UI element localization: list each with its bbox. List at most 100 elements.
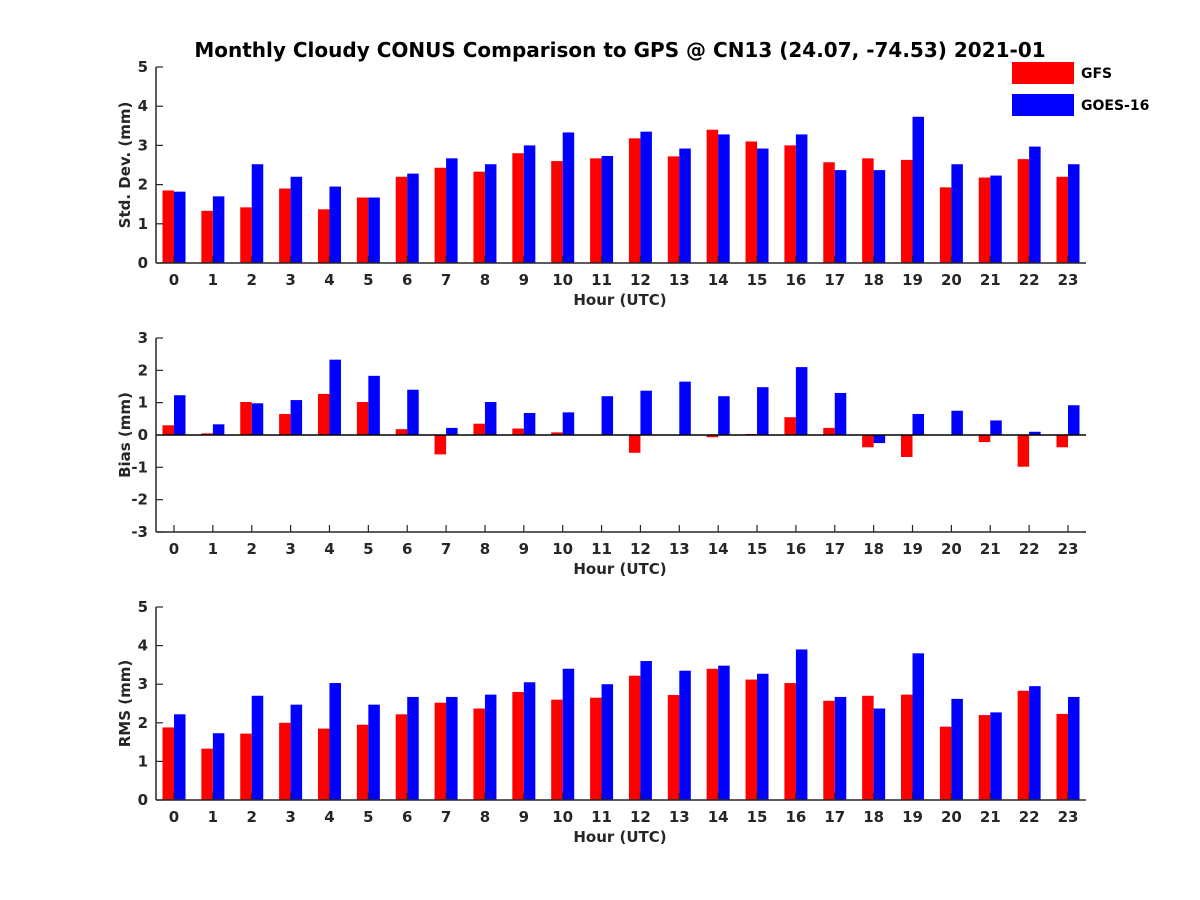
bar-goes-16-22 <box>1029 686 1041 800</box>
bar-gfs-23 <box>1056 176 1068 263</box>
x-tick-label: 13 <box>669 540 690 558</box>
bar-gfs-12 <box>628 675 641 800</box>
bar-goes-16-20 <box>951 698 963 800</box>
x-tick-label: 16 <box>785 808 806 826</box>
bar-gfs-5 <box>356 402 369 435</box>
bar-gfs-10 <box>551 432 563 435</box>
bar-gfs-18 <box>862 158 874 263</box>
bar-gfs-12 <box>628 435 641 453</box>
x-tick-label: 6 <box>402 271 412 289</box>
y-tick-label: 4 <box>138 97 148 115</box>
x-tick-label: 7 <box>441 540 451 558</box>
bar-gfs-16 <box>784 417 796 435</box>
x-tick-label: 3 <box>285 808 295 826</box>
bar-goes-16-10 <box>562 668 575 800</box>
x-tick-label: 12 <box>630 808 651 826</box>
bar-gfs-22 <box>1017 159 1030 263</box>
bar-goes-16-8 <box>484 402 497 435</box>
bar-goes-16-16 <box>795 134 808 263</box>
x-tick-label: 4 <box>324 540 334 558</box>
x-tick-label: 18 <box>863 271 884 289</box>
bar-goes-16-11 <box>601 684 614 800</box>
x-axis-label: Hour (UTC) <box>573 828 666 846</box>
x-tick-label: 18 <box>863 540 884 558</box>
bar-goes-16-1 <box>212 196 225 263</box>
bar-gfs-3 <box>279 188 291 263</box>
x-tick-label: 20 <box>941 808 962 826</box>
x-tick-label: 12 <box>630 540 651 558</box>
bar-gfs-11 <box>590 697 602 800</box>
bar-goes-16-4 <box>329 359 341 435</box>
bar-goes-16-18 <box>873 170 886 263</box>
bar-goes-16-20 <box>951 164 963 263</box>
bar-gfs-14 <box>706 668 719 800</box>
bar-gfs-0 <box>162 425 174 435</box>
x-tick-label: 15 <box>747 271 768 289</box>
bar-goes-16-0 <box>174 191 186 263</box>
bar-goes-16-16 <box>795 367 808 435</box>
x-tick-label: 19 <box>902 808 923 826</box>
bar-gfs-1 <box>201 748 213 800</box>
y-tick-label: 0 <box>138 254 148 272</box>
bar-gfs-13 <box>667 695 680 800</box>
x-tick-label: 10 <box>552 808 573 826</box>
bar-goes-16-11 <box>601 396 614 435</box>
bar-goes-16-15 <box>757 148 769 263</box>
bar-goes-16-14 <box>718 134 730 263</box>
bar-goes-16-9 <box>523 413 536 435</box>
bar-goes-16-6 <box>407 696 419 800</box>
bar-goes-16-17 <box>834 170 847 263</box>
bar-gfs-15 <box>745 679 758 800</box>
bar-gfs-16 <box>784 683 796 800</box>
x-tick-label: 10 <box>552 271 573 289</box>
legend-label-gfs: GFS <box>1081 66 1112 82</box>
x-tick-label: 5 <box>363 271 373 289</box>
x-tick-label: 9 <box>519 808 529 826</box>
x-tick-label: 3 <box>285 540 295 558</box>
x-tick-label: 8 <box>480 540 490 558</box>
bar-goes-16-1 <box>212 733 225 800</box>
bar-gfs-19 <box>901 159 913 263</box>
x-tick-label: 2 <box>247 540 257 558</box>
bar-goes-16-13 <box>679 670 691 800</box>
x-tick-label: 17 <box>824 808 845 826</box>
bar-goes-16-13 <box>679 148 691 263</box>
bar-gfs-17 <box>823 162 835 263</box>
x-tick-label: 9 <box>519 540 529 558</box>
y-axis-label: Std. Dev. (mm) <box>116 102 134 229</box>
y-tick-label: 3 <box>138 136 148 154</box>
x-tick-label: 17 <box>824 540 845 558</box>
bar-gfs-2 <box>240 733 252 800</box>
bar-gfs-3 <box>279 722 291 800</box>
y-tick-label: -2 <box>131 491 148 509</box>
bar-goes-16-14 <box>718 396 730 435</box>
y-tick-label: 1 <box>138 215 148 233</box>
bar-gfs-23 <box>1056 713 1068 800</box>
bar-goes-16-23 <box>1068 164 1080 263</box>
bar-goes-16-17 <box>834 696 847 800</box>
bar-gfs-4 <box>317 728 330 800</box>
bar-gfs-10 <box>551 161 563 263</box>
x-tick-label: 2 <box>247 271 257 289</box>
bar-goes-16-5 <box>368 375 380 435</box>
bar-goes-16-2 <box>251 164 264 263</box>
legend-swatch-gfs <box>1012 62 1074 84</box>
bar-goes-16-19 <box>912 413 925 435</box>
x-tick-label: 19 <box>902 540 923 558</box>
bars <box>162 359 1080 467</box>
bar-gfs-15 <box>745 141 758 263</box>
bar-goes-16-8 <box>484 164 497 263</box>
y-tick-label: 1 <box>138 394 148 412</box>
bar-gfs-9 <box>512 428 524 435</box>
bar-gfs-18 <box>862 695 874 800</box>
bar-goes-16-21 <box>990 712 1002 800</box>
bar-goes-16-5 <box>368 704 380 800</box>
x-tick-label: 6 <box>402 808 412 826</box>
bar-gfs-20 <box>939 726 952 800</box>
bar-goes-16-7 <box>446 158 458 263</box>
bar-goes-16-4 <box>329 186 341 263</box>
bar-gfs-4 <box>317 393 330 435</box>
bar-gfs-5 <box>356 724 369 800</box>
bar-gfs-8 <box>473 423 485 435</box>
